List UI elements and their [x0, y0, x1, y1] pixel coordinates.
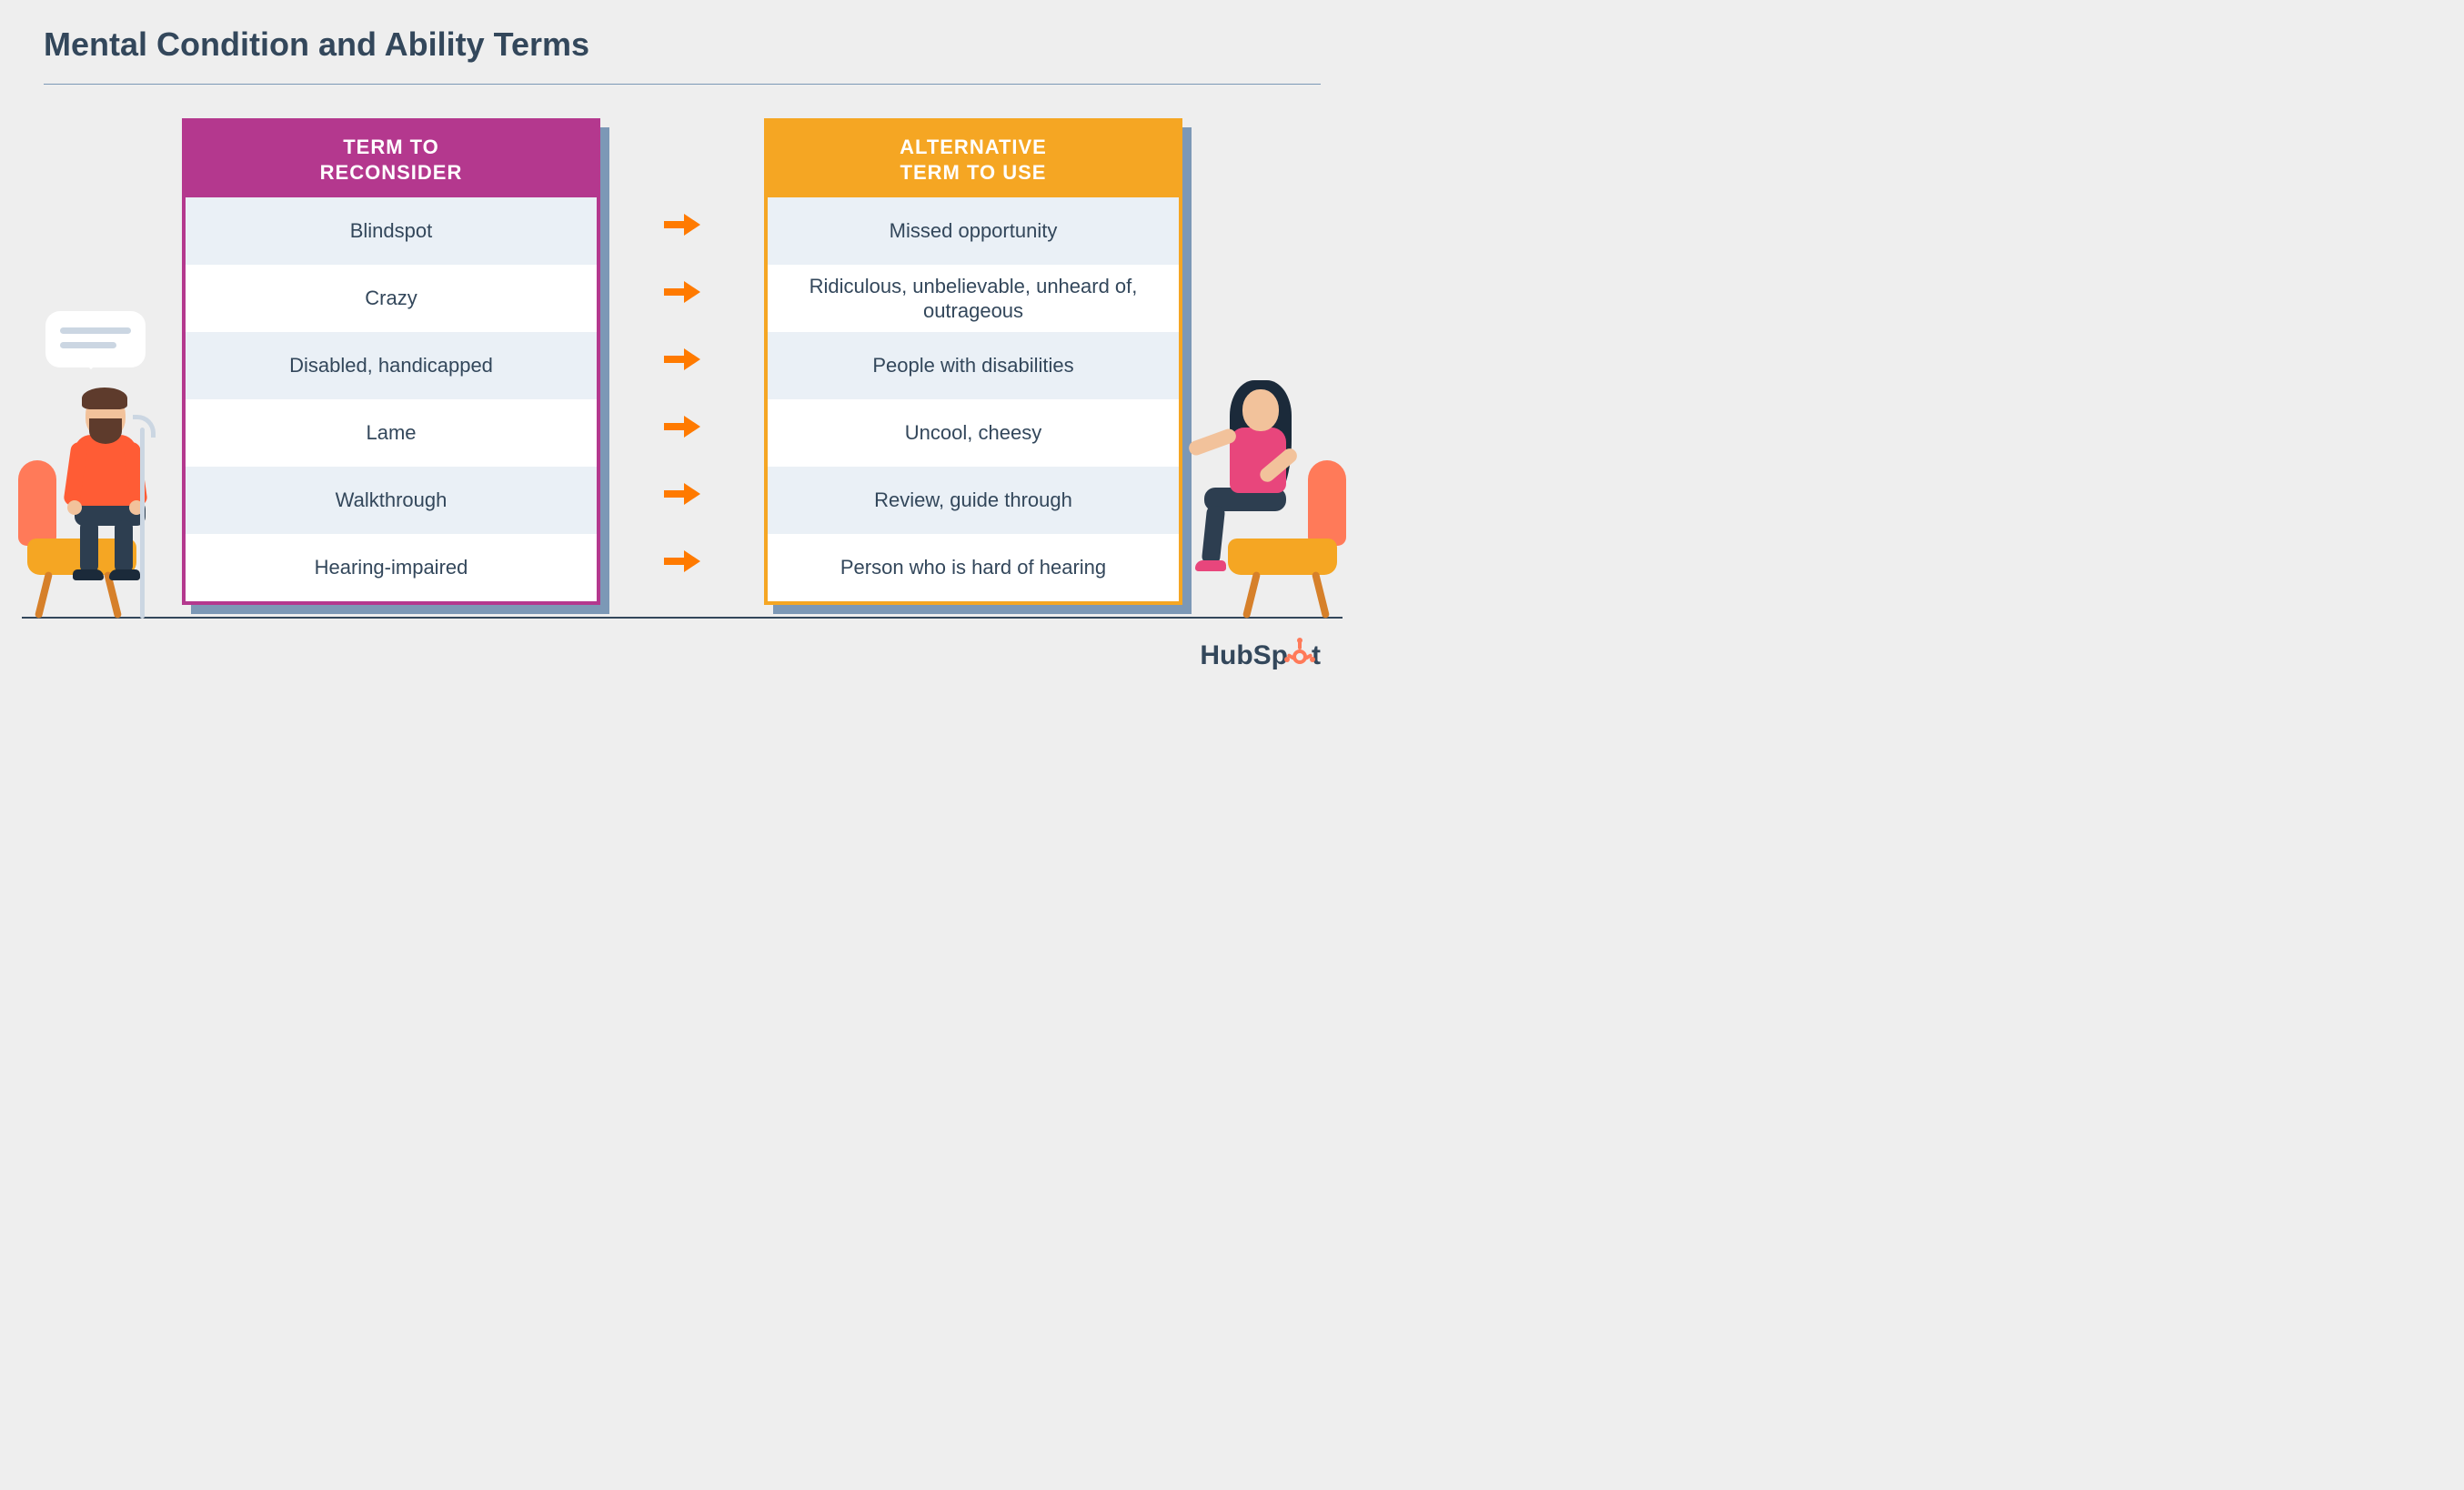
alternative-term-card: ALTERNATIVE TERM TO USE Missed opportuni…: [764, 118, 1182, 605]
seated-woman-icon: [1182, 384, 1310, 575]
title-divider: [44, 84, 1321, 85]
arrow-column: [664, 118, 700, 605]
table-row: Review, guide through: [768, 467, 1179, 534]
table-row: Missed opportunity: [768, 197, 1179, 265]
comparison-tables: TERM TO RECONSIDER Blindspot Crazy Disab…: [0, 118, 1364, 605]
table-row: Person who is hard of hearing: [768, 534, 1179, 601]
table-row: Blindspot: [186, 197, 597, 265]
table-row: Crazy: [186, 265, 597, 332]
arrow-icon: [664, 258, 700, 326]
speech-bubble-icon: [45, 311, 146, 367]
table-row: Uncool, cheesy: [768, 399, 1179, 467]
person-right-illustration: [1164, 382, 1346, 619]
table-row: Ridiculous, unbelievable, unheard of, ou…: [768, 265, 1179, 332]
page-title: Mental Condition and Ability Terms: [44, 25, 589, 64]
term-reconsider-card: TERM TO RECONSIDER Blindspot Crazy Disab…: [182, 118, 600, 605]
table-row: Disabled, handicapped: [186, 332, 597, 399]
right-card-wrap: ALTERNATIVE TERM TO USE Missed opportuni…: [764, 118, 1182, 605]
logo-text-part1: HubSp: [1200, 640, 1288, 671]
table-row: Walkthrough: [186, 467, 597, 534]
left-card-wrap: TERM TO RECONSIDER Blindspot Crazy Disab…: [182, 118, 600, 605]
table-row: People with disabilities: [768, 332, 1179, 399]
right-card-header: ALTERNATIVE TERM TO USE: [768, 122, 1179, 197]
arrow-icon: [664, 460, 700, 528]
sprocket-icon: [1290, 642, 1310, 669]
person-left-illustration: [18, 382, 182, 619]
table-row: Hearing-impaired: [186, 534, 597, 601]
arrow-icon: [664, 393, 700, 460]
white-cane-icon: [140, 428, 145, 619]
arrow-icon: [664, 326, 700, 393]
arrow-icon: [664, 191, 700, 258]
right-header-line2: TERM TO USE: [900, 161, 1047, 184]
left-header-line2: RECONSIDER: [320, 161, 463, 184]
logo-text-part2: t: [1312, 640, 1321, 671]
table-row: Lame: [186, 399, 597, 467]
left-header-line1: TERM TO: [343, 136, 439, 158]
ground-line: [22, 617, 1343, 619]
right-header-line1: ALTERNATIVE: [900, 136, 1047, 158]
hubspot-logo: HubSp t: [1200, 640, 1321, 671]
arrow-icon: [664, 528, 700, 595]
left-card-header: TERM TO RECONSIDER: [186, 122, 597, 197]
